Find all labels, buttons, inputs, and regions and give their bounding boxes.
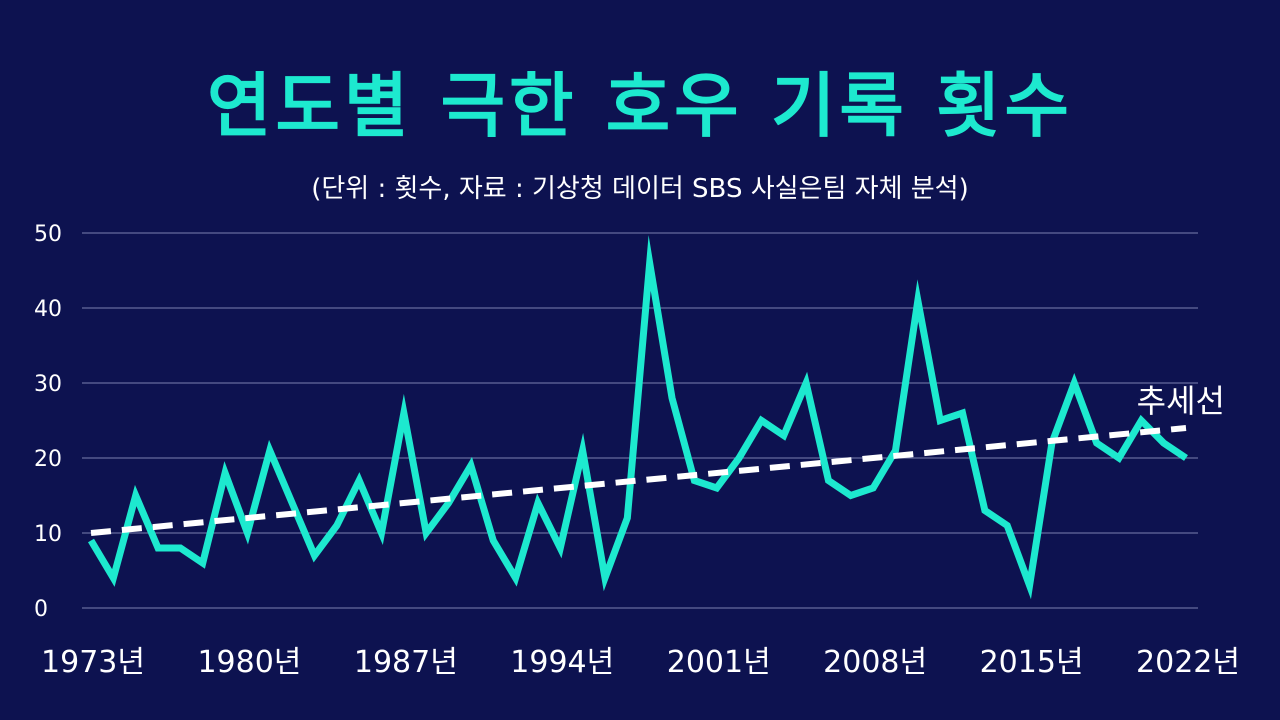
trend-group: 추세선 [90, 382, 1225, 536]
x-tick-label: 1980년 [197, 645, 301, 680]
x-tick-label: 2008년 [823, 645, 927, 680]
grid-lines [82, 232, 1198, 609]
y-axis-ticks: 0 10 20 30 40 50 [34, 222, 62, 622]
series-line [87, 235, 1188, 600]
x-tick-label: 2001년 [667, 645, 771, 680]
x-axis-ticks: 1973년 1980년 1987년 1994년 2001년 2008년 2015년 2022년 [41, 645, 1240, 680]
x-tick-label: 1987년 [354, 645, 458, 680]
y-tick-label: 0 [34, 597, 48, 622]
y-tick-label: 30 [34, 372, 62, 397]
x-tick-label: 1994년 [510, 645, 614, 680]
x-tick-label: 1973년 [41, 645, 145, 680]
y-tick-label: 10 [34, 522, 62, 547]
y-tick-label: 40 [34, 297, 62, 322]
trend-label: 추세선 [1137, 382, 1225, 420]
chart-subtitle: (단위 : 횟수, 자료 : 기상청 데이터 SBS 사실은팀 자체 분석) [311, 174, 969, 204]
trend-line [90, 425, 1187, 536]
series-group [87, 235, 1188, 600]
x-tick-label: 2015년 [980, 645, 1084, 680]
chart-title: 연도별 극한 호우 기록 횟수 [207, 65, 1073, 147]
y-tick-label: 50 [34, 222, 62, 247]
y-tick-label: 20 [34, 447, 62, 472]
x-tick-label: 2022년 [1136, 645, 1240, 680]
